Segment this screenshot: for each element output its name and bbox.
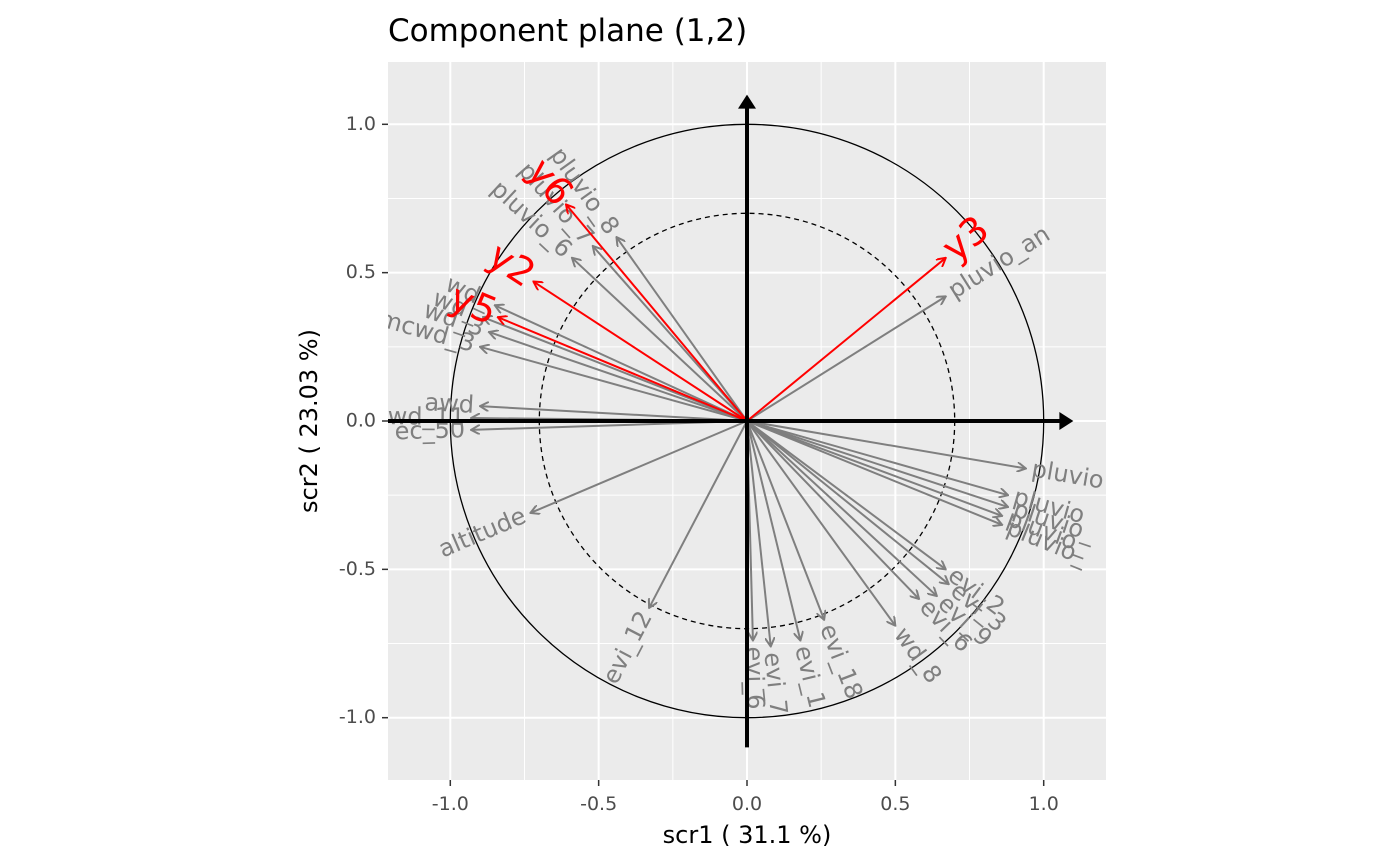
variable-arrow	[746, 420, 771, 646]
supplementary-arrow	[533, 282, 748, 422]
variable-arrow	[746, 420, 1002, 516]
axis-ticks: -1.0 -0.5 0.0 0.5 1.0 1.0 0.5 0.0 -0.5 -1.0	[339, 113, 1059, 815]
y-tick-label: -0.5	[339, 558, 376, 580]
variable-arrow	[746, 420, 1002, 525]
variable-arrow	[746, 420, 946, 569]
variable-arrow	[489, 332, 748, 422]
variable-arrow	[495, 305, 748, 422]
variable-arrow	[746, 420, 1008, 495]
variable-arrow	[480, 406, 748, 422]
origin-axes	[388, 94, 1074, 748]
variable-arrow	[746, 420, 1008, 507]
variable-label: wd_11	[388, 402, 466, 431]
y-tick-label: 1.0	[346, 113, 376, 135]
x-tick-label: 0.5	[880, 793, 910, 815]
variable-arrow	[746, 420, 919, 599]
chart-title: Component plane (1,2)	[388, 13, 747, 49]
variable-arrow	[746, 420, 800, 641]
variable-arrow	[480, 347, 748, 422]
x-tick-label: 0.0	[732, 793, 762, 815]
variable-arrow	[572, 258, 748, 422]
y-tick-label: 0.5	[346, 261, 376, 283]
x-tick-label: -0.5	[580, 793, 617, 815]
y-tick-label: -1.0	[339, 706, 376, 728]
variable-label: awd	[424, 388, 475, 419]
variable-arrow	[746, 420, 949, 584]
variable-arrow	[593, 246, 748, 422]
x-axis-title: scr1 ( 31.1 %)	[663, 821, 832, 849]
variable-arrow	[530, 420, 748, 513]
y-axis-arrowhead	[738, 94, 756, 109]
variable-arrow	[746, 420, 1026, 468]
y-tick-label: 0.0	[346, 410, 376, 432]
variable-arrow	[616, 237, 748, 422]
variable-arrow	[746, 420, 895, 626]
x-tick-label: 1.0	[1029, 793, 1059, 815]
supplementary-arrow	[746, 258, 946, 422]
variable-arrow	[746, 296, 946, 422]
supplementary-arrow	[566, 204, 748, 422]
supplementary-arrow	[498, 317, 748, 422]
variable-arrow	[746, 420, 937, 596]
variable-arrow	[746, 420, 824, 620]
x-axis-arrowhead	[1059, 412, 1074, 430]
variable-label: evi_7	[758, 651, 792, 716]
x-tick-label: -1.0	[432, 793, 469, 815]
variable-arrow	[649, 420, 748, 608]
y-axis-title: scr2 ( 23.03 %)	[295, 329, 323, 513]
